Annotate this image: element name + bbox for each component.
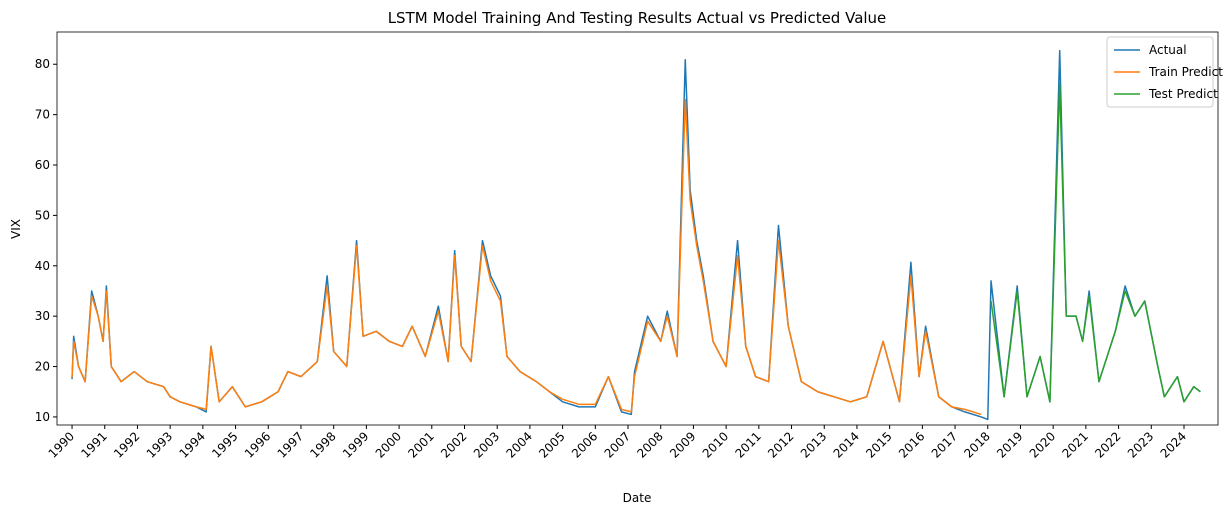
- x-tick-label: 2001: [405, 429, 436, 460]
- y-tick-label: 10: [35, 410, 50, 424]
- x-tick-label: 2000: [373, 429, 404, 460]
- x-tick-label: 2010: [700, 429, 731, 460]
- x-tick-label: 1997: [275, 429, 306, 460]
- x-tick-label: 2021: [1059, 429, 1090, 460]
- x-tick-label: 2015: [863, 429, 894, 460]
- legend-label: Train Predict: [1148, 65, 1223, 79]
- x-tick-label: 2004: [504, 429, 535, 460]
- x-tick-label: 2013: [798, 429, 829, 460]
- x-tick-label: 1995: [209, 429, 240, 460]
- x-tick-label: 2016: [896, 429, 927, 460]
- x-tick-label: 2009: [667, 429, 698, 460]
- x-tick-label: 2011: [732, 429, 763, 460]
- x-tick-label: 2022: [1092, 429, 1123, 460]
- x-axis-label: Date: [623, 491, 652, 505]
- legend-box: [1106, 36, 1214, 108]
- x-tick-label: 2003: [471, 429, 502, 460]
- y-tick-label: 70: [35, 108, 50, 122]
- x-tick-label: 2014: [831, 429, 862, 460]
- x-tick-label: 2006: [569, 429, 600, 460]
- y-tick-label: 50: [35, 208, 50, 222]
- x-tick-label: 1992: [111, 429, 142, 460]
- x-tick-label: 2017: [929, 429, 960, 460]
- y-tick-label: 80: [35, 57, 50, 71]
- x-tick-label: 1990: [46, 429, 77, 460]
- x-tick-label: 1991: [78, 429, 109, 460]
- x-tick-label: 1999: [340, 429, 371, 460]
- x-tick-label: 1996: [242, 429, 273, 460]
- series-line: [71, 98, 982, 416]
- x-tick-label: 2012: [765, 429, 796, 460]
- x-tick-label: 2005: [536, 429, 567, 460]
- x-tick-label: 2019: [994, 429, 1025, 460]
- x-tick-label: 2023: [1125, 429, 1156, 460]
- chart-title: LSTM Model Training And Testing Results …: [388, 9, 887, 27]
- series-line: [71, 49, 1201, 421]
- x-tick-label: 1994: [176, 429, 207, 460]
- y-tick-label: 30: [35, 309, 50, 323]
- y-axis-label: VIX: [9, 219, 23, 239]
- x-tick-label: 2024: [1158, 429, 1189, 460]
- y-tick-label: 60: [35, 158, 50, 172]
- plot-frame: [56, 31, 1219, 426]
- x-tick-label: 2020: [1027, 429, 1058, 460]
- x-tick-label: 2007: [602, 429, 633, 460]
- y-tick-label: 20: [35, 360, 50, 374]
- legend-label: Test Predict: [1148, 87, 1218, 101]
- x-tick-label: 2002: [438, 429, 469, 460]
- legend: Actual Train Predict Test Predict: [1106, 36, 1223, 108]
- legend-label: Actual: [1149, 43, 1187, 57]
- x-tick-label: 2018: [961, 429, 992, 460]
- x-tick-label: 2008: [634, 429, 665, 460]
- x-tick-label: 1993: [144, 429, 175, 460]
- x-tick-label: 1998: [307, 429, 338, 460]
- series-line: [990, 83, 1201, 403]
- y-tick-label: 40: [35, 259, 50, 273]
